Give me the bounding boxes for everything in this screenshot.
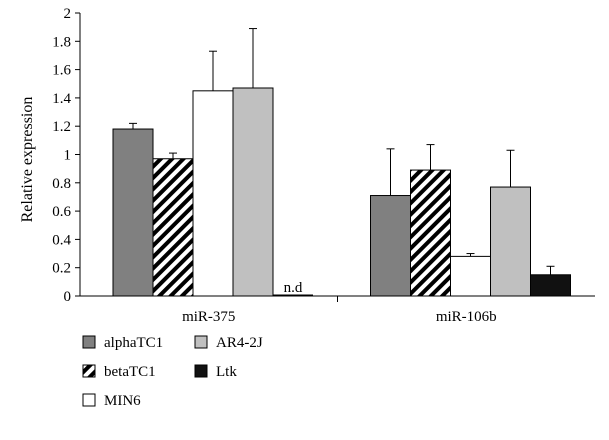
bar-AR4-2J-miR-106b — [490, 186, 531, 297]
legend-label: alphaTC1 — [104, 335, 163, 351]
y-tick-label: 1 — [64, 148, 72, 164]
error-bars — [129, 28, 555, 275]
annotation-nd: n.d — [284, 280, 303, 296]
y-tick-label: 1.2 — [52, 119, 71, 135]
y-axis-title: Relative expression — [19, 97, 36, 223]
legend-label: MIN6 — [104, 393, 141, 409]
x-category-label: miR-375 — [182, 309, 235, 325]
y-tick-label: 0.8 — [52, 176, 71, 192]
labels: n.d miR-375 miR-106b — [182, 280, 497, 325]
y-tick-label: 0.4 — [52, 232, 71, 248]
legend-swatch-MIN6 — [82, 393, 96, 407]
y-tick-label: 0 — [64, 289, 72, 305]
y-tick-label: 1.4 — [52, 91, 71, 107]
legend-swatch-betaTC1 — [82, 364, 96, 378]
bar-MIN6-miR-375 — [192, 90, 234, 297]
bar-betaTC1-miR-106b — [410, 169, 451, 297]
legend-swatch-Ltk — [194, 364, 208, 378]
y-tick-label: 0.2 — [52, 261, 71, 277]
legend-label: betaTC1 — [104, 364, 156, 380]
bar-alphaTC1-miR-375 — [112, 128, 154, 297]
y-tick-label: 0.6 — [52, 204, 71, 220]
bar-MIN6-miR-106b — [450, 255, 491, 297]
y-tick-label: 1.6 — [52, 63, 71, 79]
bar-betaTC1-miR-375 — [152, 158, 194, 297]
legend-swatch-alphaTC1 — [82, 335, 96, 349]
y-tick-label: 1.8 — [52, 34, 71, 50]
bar-AR4-2J-miR-375 — [232, 87, 274, 297]
bars — [112, 87, 571, 297]
bar-Ltk-miR-106b — [530, 274, 571, 297]
legend: alphaTC1 betaTC1 MIN6 AR4-2J Ltk — [82, 335, 263, 409]
legend-swatch-AR4-2J — [194, 335, 208, 349]
x-category-label: miR-106b — [436, 309, 497, 325]
bar-alphaTC1-miR-106b — [370, 195, 411, 297]
axes: 0 0.2 0.4 0.6 0.8 1 1.2 1.4 1.6 1.8 2 Relative expr… — [19, 6, 595, 305]
legend-label: AR4-2J — [216, 335, 263, 351]
y-tick-label: 2 — [64, 6, 72, 22]
legend-label: Ltk — [216, 364, 237, 380]
